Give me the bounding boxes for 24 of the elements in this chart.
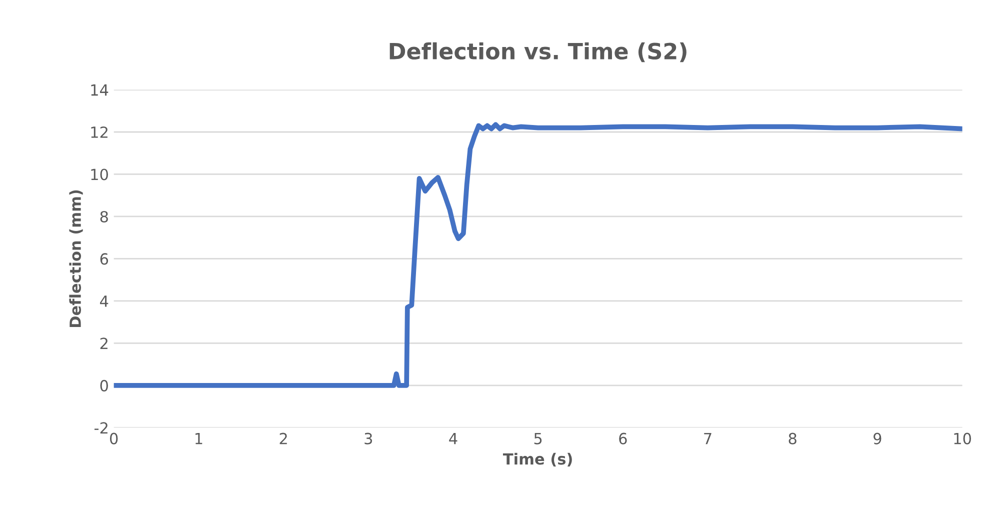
- x-tick-label: 6: [619, 432, 627, 444]
- y-tick-label: -2: [94, 422, 108, 434]
- y-tick-label: 8: [100, 210, 108, 222]
- y-tick-label: 14: [91, 84, 108, 96]
- x-tick-label: 4: [449, 433, 458, 444]
- x-tick-label: 8: [788, 432, 796, 444]
- y-tick-label: 10: [91, 168, 108, 180]
- x-tick-label: 0: [110, 432, 118, 444]
- x-tick-label: 3: [364, 432, 372, 444]
- x-tick-label: 9: [874, 432, 882, 444]
- y-tick-label: 2: [100, 338, 108, 350]
- line-series: [114, 122, 962, 388]
- y-tick-label: 6: [100, 253, 108, 265]
- y-tick-label: 4: [100, 296, 108, 307]
- x-tick-label: 2: [280, 432, 287, 444]
- x-tick-label: 10: [954, 432, 971, 444]
- x-tick-label: 7: [704, 433, 712, 444]
- y-axis-title: Deflection (mm): [69, 190, 83, 328]
- x-axis-title: Time (s): [502, 452, 572, 467]
- x-tick-label: 5: [534, 433, 542, 444]
- x-tick-label: 1: [196, 433, 202, 444]
- y-tick-label: 0: [100, 380, 108, 392]
- y-tick-label: 12: [91, 126, 108, 138]
- chart-title: Deflection vs. Time (S2): [390, 42, 686, 62]
